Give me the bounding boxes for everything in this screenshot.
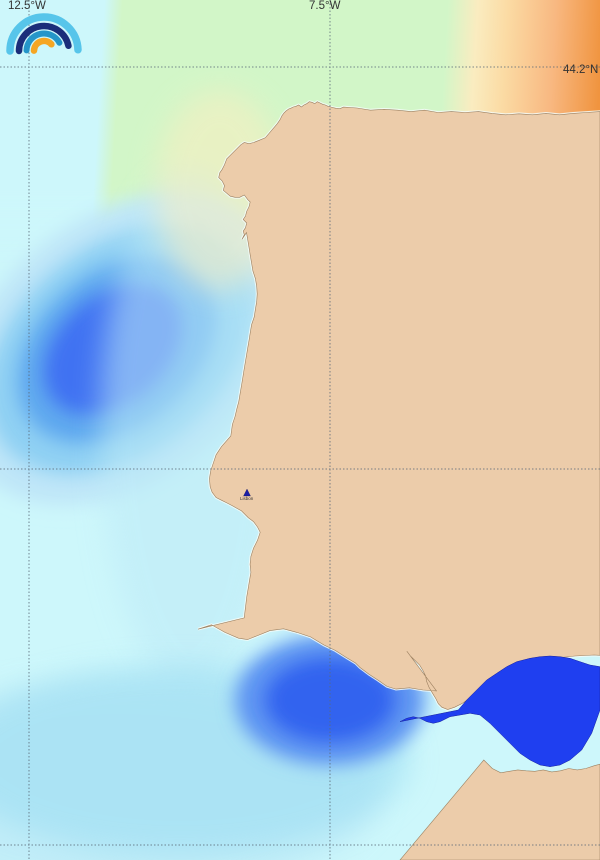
svg-text:12.5°W: 12.5°W bbox=[8, 0, 46, 12]
svg-text:44.2°N: 44.2°N bbox=[563, 64, 598, 76]
svg-text:Lisbon: Lisbon bbox=[240, 496, 254, 501]
svg-text:7.5°W: 7.5°W bbox=[309, 0, 341, 12]
